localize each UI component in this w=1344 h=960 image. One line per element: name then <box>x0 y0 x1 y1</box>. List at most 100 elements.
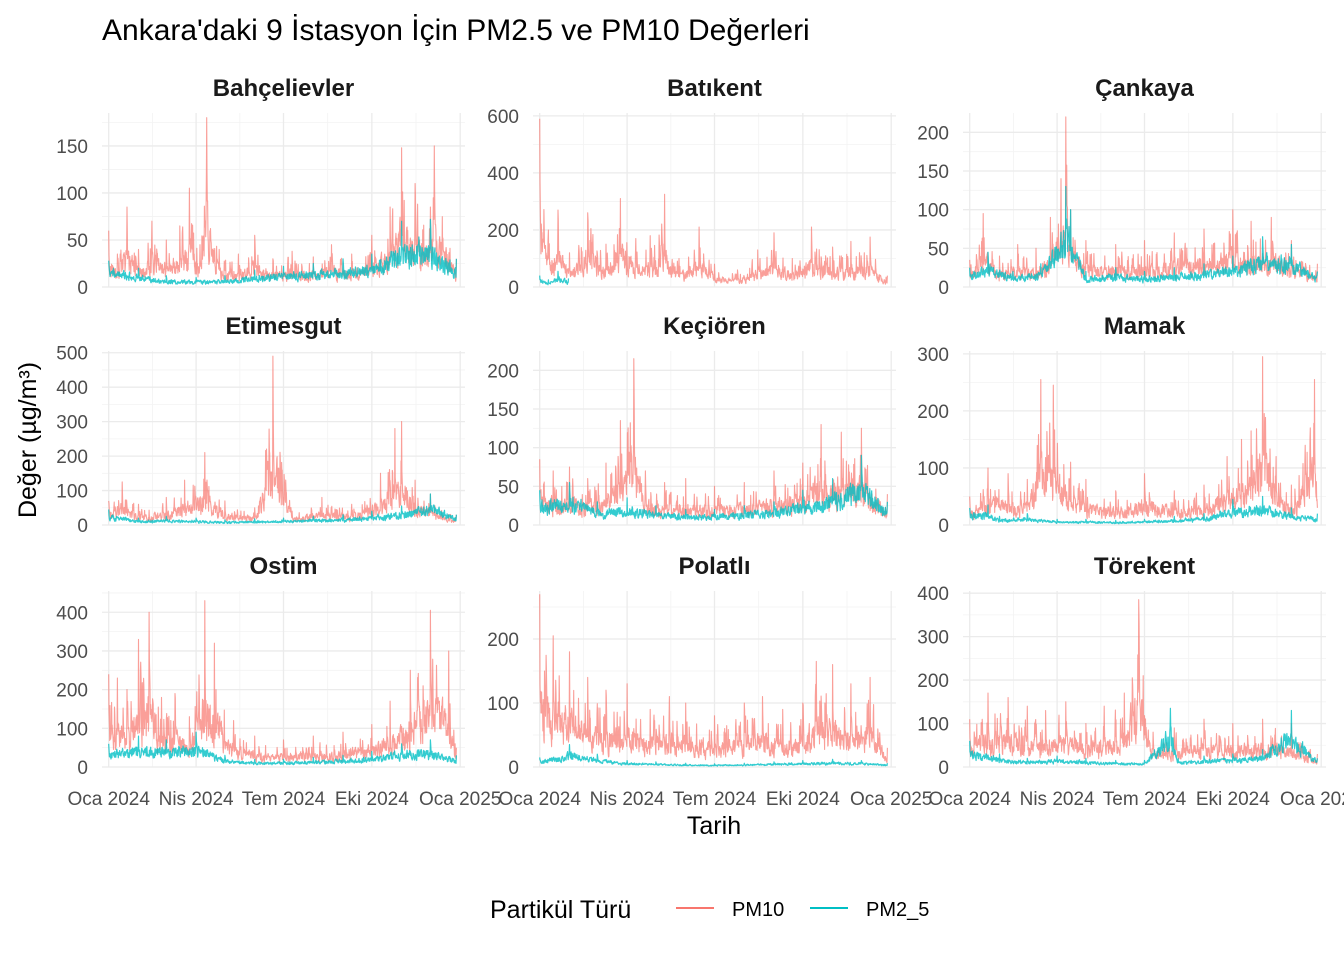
y-tick-label: 400 <box>487 164 519 185</box>
y-tick-label: 300 <box>56 642 88 663</box>
series-pm10-mamak <box>969 356 1318 521</box>
series-pm2-5-batikent <box>539 270 570 286</box>
x-tick-label: Tem 2024 <box>242 789 326 810</box>
y-tick-label: 500 <box>56 344 88 365</box>
y-tick-label: 300 <box>56 413 88 434</box>
y-tick-label: 100 <box>56 719 88 740</box>
x-axis-title: Tarih <box>687 812 741 840</box>
y-tick-label: 150 <box>56 137 88 158</box>
series-pm2-5-polatli <box>539 744 888 767</box>
legend-title: Partikül Türü <box>490 896 631 924</box>
series-pm10-torekent <box>969 599 1318 765</box>
series-pm10-etimesgut <box>108 355 457 523</box>
y-tick-label: 300 <box>917 345 949 366</box>
facet-title-mamak: Mamak <box>1104 313 1186 340</box>
y-tick-label: 600 <box>487 107 519 128</box>
facet-title-kecioren: Keçiören <box>663 313 766 340</box>
y-tick-label: 0 <box>938 758 949 779</box>
facet-title-batikent: Batıkent <box>667 75 762 102</box>
y-axis-title: Değer (µg/m³) <box>14 362 42 518</box>
x-tick-label: Oca 2024 <box>68 789 151 810</box>
y-tick-label: 400 <box>917 584 949 605</box>
series-pm2-5-bahcelievler <box>108 218 457 285</box>
facet-title-polatli: Polatlı <box>678 553 750 580</box>
y-tick-label: 0 <box>508 758 519 779</box>
facet-title-bahcelievler: Bahçelievler <box>213 75 354 102</box>
y-tick-label: 0 <box>938 516 949 537</box>
y-tick-label: 50 <box>498 477 519 498</box>
y-tick-label: 200 <box>56 681 88 702</box>
y-tick-label: 100 <box>917 201 949 222</box>
x-tick-label: Nis 2024 <box>590 789 665 810</box>
y-tick-label: 200 <box>487 221 519 242</box>
facet-etimesgut: 0 100 200 300 400 500 Etimesgut <box>56 313 465 537</box>
legend-label-pm2-5: PM2_5 <box>866 899 929 921</box>
facet-polatli: 0 100 200 Oca 2024 Nis 2024 Tem 2024 Eki 2024 O… <box>487 553 932 810</box>
x-tick-label: Eki 2024 <box>1196 789 1270 810</box>
legend: Partikül Türü PM10 PM2_5 <box>490 896 929 924</box>
y-tick-label: 0 <box>508 278 519 299</box>
x-tick-label: Tem 2024 <box>1103 789 1187 810</box>
facet-mamak: 0 100 200 300 Mamak <box>917 313 1326 537</box>
series-pm2-5-cankaya <box>969 185 1318 284</box>
y-tick-label: 300 <box>917 628 949 649</box>
y-tick-label: 0 <box>508 516 519 537</box>
y-tick-label: 0 <box>77 516 88 537</box>
y-tick-label: 200 <box>487 361 519 382</box>
facet-kecioren: 0 50 100 150 200 Keçiören <box>487 313 896 537</box>
facet-title-etimesgut: Etimesgut <box>225 313 341 340</box>
legend-label-pm10: PM10 <box>732 899 784 921</box>
y-tick-label: 150 <box>917 162 949 183</box>
y-tick-label: 200 <box>487 630 519 651</box>
series-pm10-bahcelievler <box>108 117 457 283</box>
y-tick-label: 0 <box>77 278 88 299</box>
series-pm10-cankaya <box>969 116 1318 283</box>
y-tick-label: 100 <box>487 694 519 715</box>
x-tick-label: Oca 2024 <box>929 789 1012 810</box>
x-tick-label: Eki 2024 <box>766 789 840 810</box>
facet-cankaya: 0 50 100 150 200 Çankaya <box>917 75 1326 299</box>
y-tick-label: 100 <box>487 439 519 460</box>
series-pm2-5-mamak <box>969 495 1318 525</box>
x-tick-label: Tem 2024 <box>673 789 757 810</box>
series-pm10-polatli <box>539 594 888 764</box>
x-tick-label: Nis 2024 <box>1020 789 1095 810</box>
y-tick-label: 0 <box>77 758 88 779</box>
series-pm10-ostim <box>108 600 457 763</box>
y-tick-label: 50 <box>67 231 88 252</box>
facet-title-cankaya: Çankaya <box>1095 75 1194 102</box>
x-tick-label: Nis 2024 <box>159 789 234 810</box>
x-tick-label: Oca 2025 <box>419 789 501 810</box>
y-tick-label: 200 <box>56 447 88 468</box>
chart-title: Ankara'daki 9 İstasyon İçin PM2.5 ve PM1… <box>102 14 810 47</box>
y-tick-label: 200 <box>917 671 949 692</box>
y-tick-label: 100 <box>917 459 949 480</box>
y-tick-label: 200 <box>917 402 949 423</box>
series-pm10-batikent <box>539 118 888 285</box>
x-tick-label: Oca 2025 <box>1280 789 1344 810</box>
y-tick-label: 200 <box>917 123 949 144</box>
x-tick-label: Oca 2024 <box>499 789 582 810</box>
facet-title-ostim: Ostim <box>249 553 317 580</box>
y-tick-label: 50 <box>928 239 949 260</box>
facet-bahcelievler: 0 50 100 150 Bahçelievler <box>56 75 465 299</box>
x-tick-label: Oca 2025 <box>850 789 932 810</box>
y-tick-label: 0 <box>938 278 949 299</box>
y-tick-label: 100 <box>56 482 88 503</box>
y-tick-label: 100 <box>56 184 88 205</box>
series-pm2-5-ostim <box>108 731 457 766</box>
facet-torekent: 0 100 200 300 400 Oca 2024 Nis 2024 Tem 2024 Eki… <box>917 553 1344 810</box>
series-pm2-5-etimesgut <box>108 493 457 525</box>
facet-title-torekent: Törekent <box>1094 553 1195 580</box>
y-tick-label: 100 <box>917 715 949 736</box>
y-tick-label: 150 <box>487 400 519 421</box>
y-tick-label: 400 <box>56 378 88 399</box>
x-tick-label: Eki 2024 <box>335 789 409 810</box>
facet-ostim: 0 100 200 300 400 Oca 2024 Nis 2024 Tem 2024 Eki… <box>56 553 501 810</box>
facet-batikent: 0 200 400 600 Batıkent <box>487 75 896 299</box>
y-tick-label: 400 <box>56 603 88 624</box>
facet-panels: 050100150Bahçelievler0200400600Batıkent0… <box>56 75 1344 810</box>
series-pm2-5-torekent <box>969 707 1318 766</box>
series-pm2-5-kecioren <box>539 454 888 521</box>
